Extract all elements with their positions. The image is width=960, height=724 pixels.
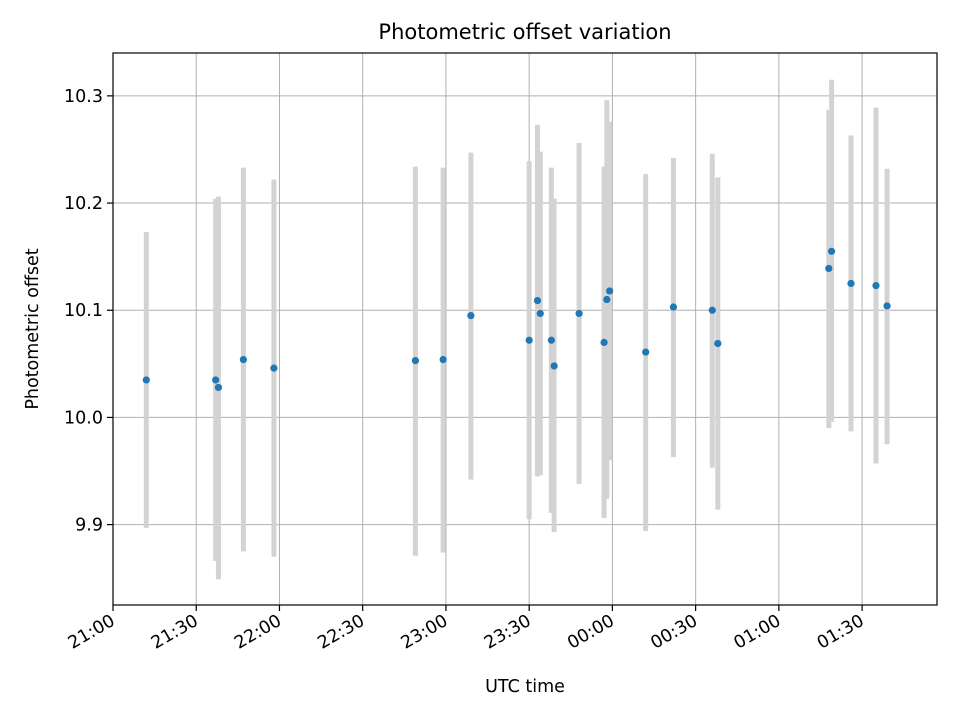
data-point <box>600 338 608 346</box>
data-point <box>575 309 583 318</box>
data-point <box>642 348 650 356</box>
data-point <box>214 383 223 392</box>
x-axis-label: UTC time <box>485 677 565 697</box>
plot-frame <box>112 52 938 606</box>
data-point <box>536 309 544 318</box>
data-point <box>603 295 611 304</box>
data-point <box>847 279 855 288</box>
data-point <box>525 336 533 344</box>
data-point <box>550 362 558 370</box>
data-point <box>533 296 542 305</box>
data-point <box>270 364 278 372</box>
data-point <box>872 281 880 290</box>
y-tick-label: 10.0 <box>64 408 103 428</box>
y-tick-label: 10.1 <box>64 301 103 321</box>
data-point <box>669 303 678 311</box>
point-layer <box>142 247 891 392</box>
data-point <box>883 302 891 310</box>
data-point <box>606 287 614 295</box>
grid-layer <box>112 53 937 605</box>
data-point <box>439 355 447 364</box>
data-point <box>827 247 836 255</box>
data-point <box>547 336 555 344</box>
data-point <box>212 376 220 384</box>
chart-title: Photometric offset variation <box>378 20 671 44</box>
y-tick-label: 9.9 <box>75 516 103 536</box>
data-point <box>825 264 833 273</box>
data-point <box>467 312 475 320</box>
y-tick-label: 10.2 <box>64 194 103 214</box>
data-point <box>239 355 247 364</box>
y-axis-label: Photometric offset <box>23 248 43 409</box>
y-tick-label: 10.3 <box>64 87 103 107</box>
data-point <box>708 306 716 314</box>
data-point <box>411 357 420 365</box>
data-point <box>142 376 150 384</box>
data-point <box>714 339 722 348</box>
